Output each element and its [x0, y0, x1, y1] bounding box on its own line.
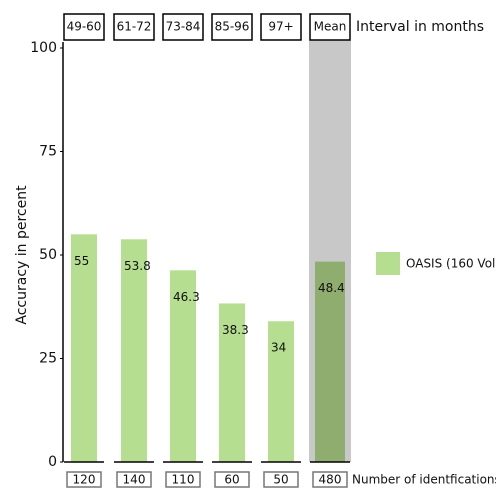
- data-label: 53.8: [124, 259, 151, 273]
- y-axis-label: Accuracy in percent: [14, 185, 30, 325]
- count-box: [165, 471, 201, 488]
- category-label: 61-72: [117, 20, 152, 34]
- category-label: 97+: [268, 20, 293, 34]
- category-box: [260, 13, 302, 41]
- category-box: [211, 13, 253, 41]
- count-label: 50: [273, 473, 288, 487]
- bar: [170, 270, 196, 462]
- data-label: 46.3: [173, 290, 200, 304]
- bar: [121, 239, 147, 462]
- y-tick-label: 0: [48, 454, 57, 470]
- data-label: 38.3: [222, 323, 249, 337]
- bar: [315, 261, 345, 462]
- legend-label: OASIS (160 Vols): [406, 257, 496, 271]
- count-box: [214, 471, 250, 488]
- data-label: 34: [271, 341, 286, 355]
- bar: [219, 303, 245, 462]
- category-label: 49-60: [67, 20, 102, 34]
- category-box: [162, 13, 204, 41]
- y-tick-label: 75: [39, 144, 57, 160]
- bar: [268, 321, 294, 462]
- data-label: 55: [74, 254, 89, 268]
- count-label: 140: [123, 473, 146, 487]
- category-label: Mean: [314, 20, 347, 34]
- legend-swatch: [376, 252, 400, 275]
- count-box: [116, 471, 152, 488]
- count-label: 110: [172, 473, 195, 487]
- bar: [71, 234, 97, 462]
- category-box: [113, 13, 155, 41]
- x-axis-label: Interval in months: [356, 19, 484, 35]
- y-tick-label: 100: [30, 40, 57, 56]
- counts-label: Number of identfications: [352, 473, 496, 487]
- category-box: [63, 13, 105, 41]
- count-label: 480: [319, 473, 342, 487]
- category-box: [309, 13, 351, 41]
- count-box: [263, 471, 299, 488]
- count-label: 60: [224, 473, 239, 487]
- count-box: [312, 471, 348, 488]
- count-box: [66, 471, 102, 488]
- y-tick-label: 25: [39, 351, 57, 367]
- count-label: 120: [73, 473, 96, 487]
- y-tick-label: 50: [39, 247, 57, 263]
- data-label: 48.4: [318, 281, 345, 295]
- category-label: 73-84: [166, 20, 201, 34]
- category-label: 85-96: [215, 20, 250, 34]
